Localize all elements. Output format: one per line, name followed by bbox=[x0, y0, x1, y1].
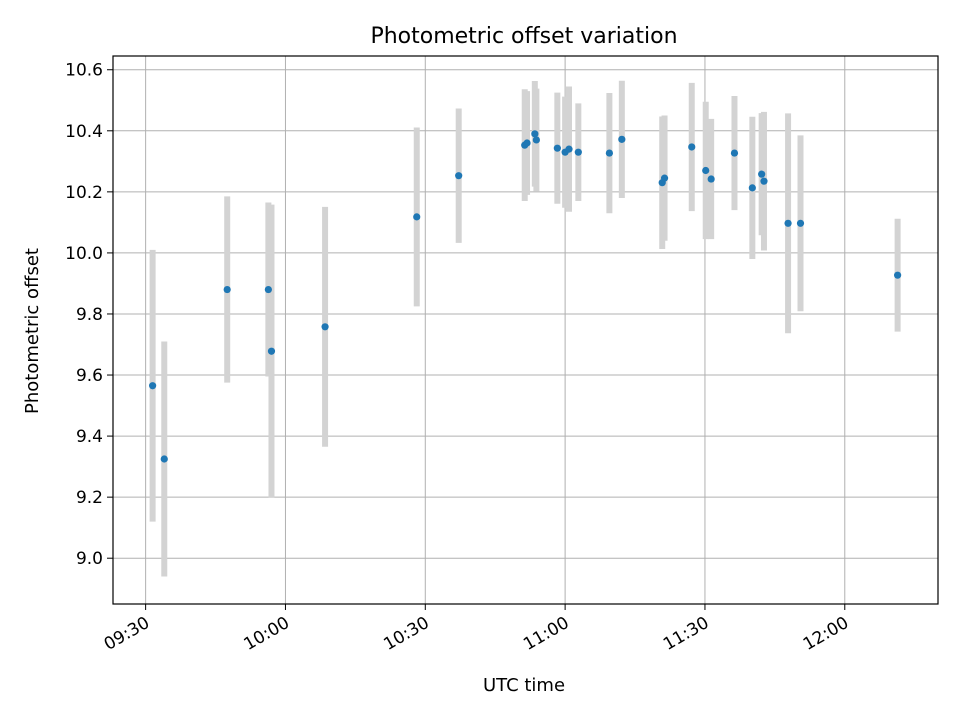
data-point bbox=[796, 219, 805, 227]
data-points bbox=[149, 130, 902, 463]
data-point bbox=[748, 184, 756, 192]
data-point bbox=[758, 170, 766, 178]
chart-title: Photometric offset variation bbox=[370, 24, 677, 49]
data-point bbox=[702, 166, 710, 175]
data-point bbox=[149, 382, 157, 390]
x-tick-label: 09:30 bbox=[101, 613, 153, 655]
data-point bbox=[605, 149, 613, 157]
data-point bbox=[531, 130, 539, 138]
y-tick-label: 9.8 bbox=[76, 305, 103, 325]
data-point bbox=[264, 285, 272, 294]
data-point bbox=[574, 148, 582, 156]
data-point bbox=[413, 213, 421, 221]
y-tick-label: 9.0 bbox=[76, 549, 103, 569]
x-tick-label: 12:00 bbox=[800, 613, 852, 655]
data-point bbox=[553, 144, 561, 152]
y-tick-label: 9.2 bbox=[76, 488, 103, 508]
y-axis-ticks: 9.0 9.2 9.4 9.6 9.8 10.0 10.2 10.4 10.6 bbox=[65, 61, 113, 569]
data-point bbox=[894, 271, 902, 279]
x-axis-label: UTC time bbox=[483, 675, 565, 696]
x-axis-ticks: 09:30 10:00 10:30 11:00 11:30 12:00 bbox=[101, 604, 852, 655]
y-tick-label: 10.2 bbox=[65, 183, 103, 203]
data-point bbox=[688, 143, 696, 151]
data-point bbox=[523, 139, 531, 147]
data-point bbox=[660, 174, 669, 182]
data-point bbox=[784, 219, 792, 227]
x-tick-label: 10:00 bbox=[241, 613, 293, 655]
error-bars bbox=[149, 80, 901, 577]
data-point bbox=[532, 136, 540, 144]
data-point bbox=[223, 285, 231, 294]
y-tick-label: 10.6 bbox=[65, 61, 103, 81]
y-tick-label: 9.4 bbox=[76, 427, 103, 447]
x-tick-label: 11:30 bbox=[660, 613, 712, 655]
data-point bbox=[160, 455, 168, 463]
plot-frame bbox=[112, 55, 939, 605]
data-point bbox=[760, 177, 768, 185]
y-axis-label: Photometric offset bbox=[22, 248, 43, 414]
data-point bbox=[707, 175, 715, 183]
y-tick-label: 10.0 bbox=[65, 244, 103, 264]
y-tick-label: 10.4 bbox=[65, 122, 103, 142]
data-point bbox=[730, 149, 739, 157]
data-point bbox=[267, 347, 276, 355]
data-point bbox=[565, 145, 573, 153]
x-tick-label: 11:00 bbox=[520, 613, 572, 655]
data-point bbox=[455, 172, 463, 180]
x-tick-label: 10:30 bbox=[380, 613, 432, 655]
y-tick-label: 9.6 bbox=[76, 366, 103, 386]
data-point bbox=[618, 135, 626, 143]
data-point bbox=[321, 323, 329, 331]
